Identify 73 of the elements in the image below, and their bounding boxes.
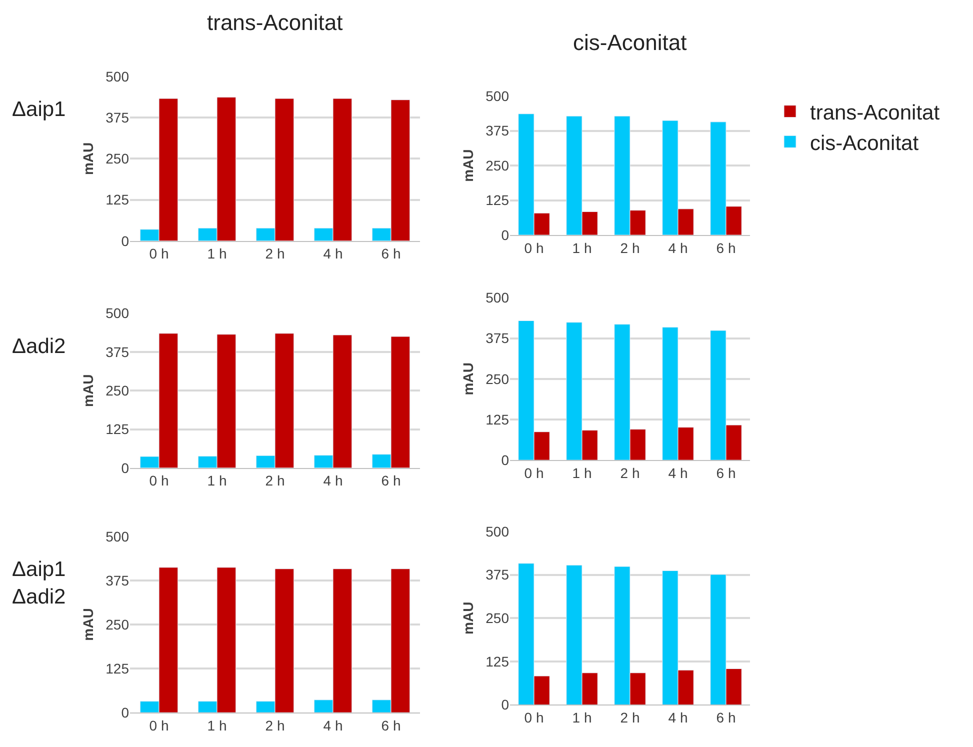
y-tick-label: 0: [501, 452, 510, 468]
y-tick-label: 250: [486, 610, 510, 626]
x-tick-label: 4 h: [323, 246, 343, 262]
y-tick-label: 500: [486, 523, 510, 540]
y-tick-label: 375: [486, 330, 510, 346]
x-tick-label: 0 h: [524, 240, 544, 256]
y-tick-label: 375: [486, 122, 510, 139]
x-tick-label: 1 h: [207, 472, 227, 489]
y-tick-label: 0: [121, 460, 130, 476]
text: Δaip1 Δadi2: [12, 558, 66, 608]
y-axis-title: mAU: [460, 602, 476, 634]
y-tick-label: 250: [106, 150, 130, 167]
x-tick-label: 4 h: [323, 717, 343, 734]
x-tick-label: 6 h: [716, 464, 736, 481]
legend-label: cis-Aconitat: [810, 132, 919, 155]
x-tick-label: 4 h: [323, 472, 343, 489]
x-tick-label: 0 h: [149, 246, 169, 262]
x-tick-label: 1 h: [572, 710, 592, 726]
x-tick-label: 2 h: [265, 472, 285, 489]
y-tick-label: 125: [486, 411, 510, 428]
x-tick-label: 0 h: [149, 717, 169, 734]
x-tick-label: 6 h: [716, 710, 736, 726]
x-tick-label: 2 h: [265, 717, 285, 734]
y-axis-title: mAU: [460, 362, 476, 396]
x-tick-label: 2 h: [265, 246, 285, 262]
y-axis-title: mAU: [80, 142, 96, 176]
y-tick-label: 0: [501, 226, 510, 243]
y-tick-label: 250: [486, 157, 510, 174]
y-tick-label: 500: [106, 528, 130, 544]
text: Δaip1: [12, 98, 66, 121]
y-tick-label: 250: [106, 616, 130, 632]
x-tick-label: 0 h: [524, 710, 544, 726]
y-tick-label: 125: [106, 421, 130, 438]
x-tick-label: 6 h: [381, 717, 401, 734]
x-tick-label: 4 h: [668, 464, 688, 481]
chart-title: trans-Aconitat: [207, 10, 343, 35]
x-tick-label: 1 h: [207, 717, 227, 734]
y-tick-label: 0: [121, 232, 130, 249]
legend-label: trans-Aconitat: [810, 102, 940, 125]
x-tick-label: 1 h: [572, 464, 592, 481]
text: Δadi2: [12, 335, 66, 358]
y-tick-label: 0: [121, 704, 130, 720]
x-tick-label: 0 h: [149, 472, 169, 489]
x-tick-label: 4 h: [668, 710, 688, 726]
y-tick-label: 375: [106, 344, 130, 360]
x-tick-label: 1 h: [207, 246, 227, 262]
x-tick-label: 6 h: [381, 472, 401, 489]
y-tick-label: 250: [106, 382, 130, 399]
y-tick-label: 0: [501, 696, 510, 713]
x-tick-label: 4 h: [668, 240, 688, 256]
x-tick-label: 0 h: [524, 464, 544, 481]
y-tick-label: 500: [486, 88, 510, 104]
x-tick-label: 2 h: [620, 240, 640, 256]
x-tick-label: 6 h: [716, 240, 736, 256]
y-tick-label: 375: [486, 566, 510, 583]
y-tick-label: 500: [106, 68, 130, 84]
y-tick-label: 500: [486, 290, 510, 306]
y-axis-title: mAU: [80, 374, 96, 407]
y-tick-label: 125: [106, 192, 130, 208]
chart-title: cis-Aconitat: [573, 30, 687, 55]
x-tick-label: 2 h: [620, 464, 640, 481]
y-axis-title: mAU: [80, 608, 96, 641]
y-tick-label: 125: [486, 192, 510, 208]
y-axis-title: mAU: [460, 149, 476, 182]
y-tick-label: 125: [486, 653, 510, 670]
y-tick-label: 375: [106, 572, 130, 588]
x-tick-label: 6 h: [381, 246, 401, 262]
y-tick-label: 125: [106, 660, 130, 676]
x-tick-label: 1 h: [572, 240, 592, 256]
y-tick-label: 500: [106, 305, 130, 322]
y-tick-label: 250: [486, 370, 510, 387]
y-tick-label: 375: [106, 110, 130, 126]
x-tick-label: 2 h: [620, 710, 640, 726]
